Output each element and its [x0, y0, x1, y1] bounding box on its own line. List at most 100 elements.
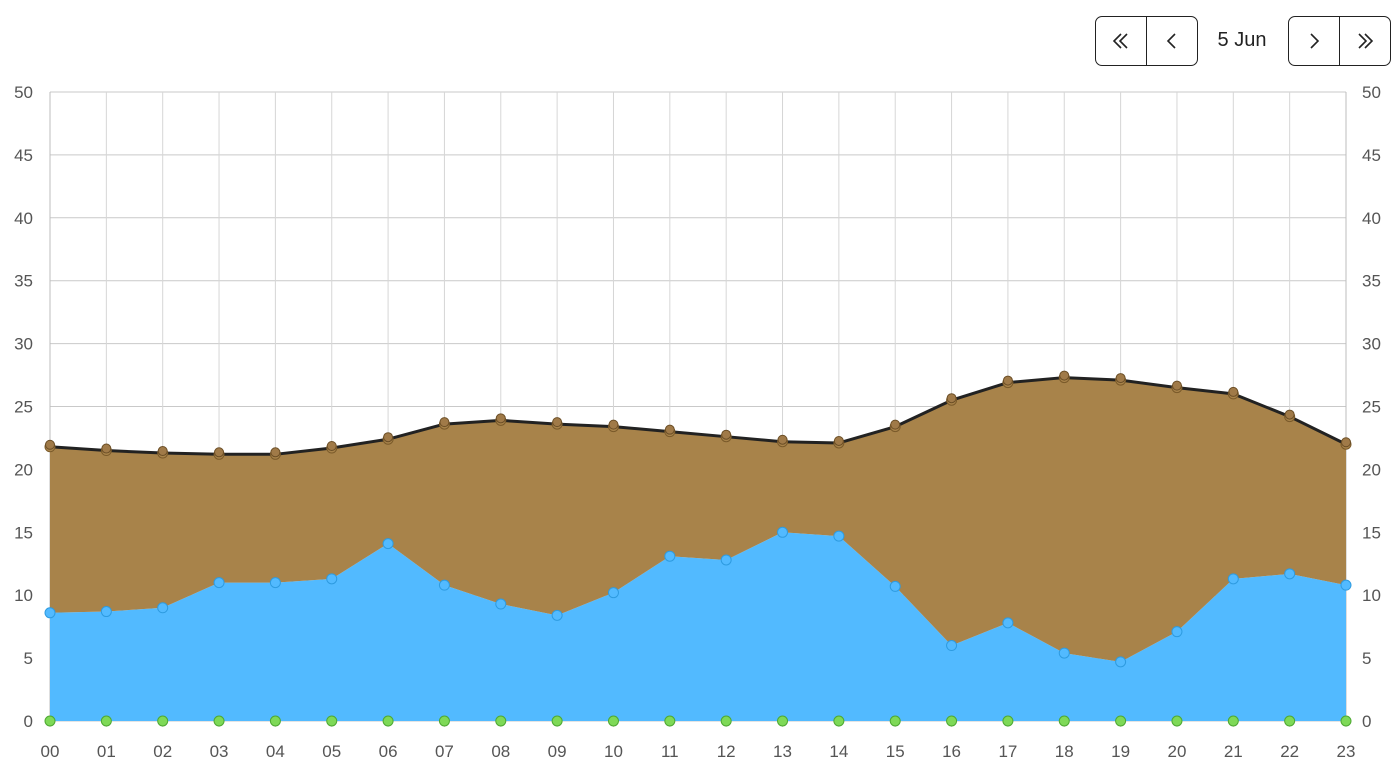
x-tick-label: 12 — [717, 742, 736, 761]
data-point-total — [664, 424, 675, 435]
x-tick-label: 09 — [548, 742, 567, 761]
data-point-series-0 — [1115, 715, 1127, 727]
first-day-button[interactable] — [1096, 17, 1146, 65]
x-tick-label: 23 — [1337, 742, 1356, 761]
data-point-series-0 — [833, 715, 845, 727]
data-point-series-1 — [1284, 568, 1296, 580]
y-tick-label-left: 15 — [14, 523, 33, 542]
x-tick-label: 22 — [1280, 742, 1299, 761]
data-point-series-1 — [1058, 647, 1070, 659]
back-button-group — [1095, 16, 1198, 66]
y-tick-label-left: 35 — [14, 272, 33, 291]
data-point-series-1 — [213, 577, 225, 589]
data-point-series-1 — [833, 530, 845, 542]
data-point-series-0 — [1171, 715, 1183, 727]
data-point-total — [1002, 375, 1013, 386]
data-point-total — [552, 417, 563, 428]
data-point-series-1 — [889, 580, 901, 592]
data-point-total — [383, 432, 394, 443]
area-series-1 — [50, 532, 1346, 721]
y-tick-label-left: 10 — [14, 586, 33, 605]
data-point-series-1 — [382, 538, 394, 550]
data-point-series-0 — [551, 715, 563, 727]
x-tick-label: 21 — [1224, 742, 1243, 761]
data-point-series-0 — [777, 715, 789, 727]
data-point-series-0 — [100, 715, 112, 727]
data-point-series-1 — [157, 602, 169, 614]
data-point-series-1 — [1340, 579, 1352, 591]
next-day-button[interactable] — [1289, 17, 1339, 65]
data-point-total — [439, 417, 450, 428]
y-tick-label-right: 35 — [1362, 272, 1381, 291]
data-point-series-0 — [1227, 715, 1239, 727]
double-chevron-left-icon — [1112, 33, 1128, 49]
data-point-series-1 — [664, 550, 676, 562]
data-point-series-0 — [1058, 715, 1070, 727]
data-point-series-1 — [551, 609, 563, 621]
y-tick-label-left: 20 — [14, 460, 33, 479]
double-chevron-right-icon — [1358, 33, 1374, 49]
data-point-series-0 — [946, 715, 958, 727]
data-point-series-0 — [1284, 715, 1296, 727]
x-tick-label: 01 — [97, 742, 116, 761]
data-point-series-1 — [100, 606, 112, 618]
data-point-total — [833, 435, 844, 446]
y-tick-label-right: 45 — [1362, 146, 1381, 165]
data-point-series-1 — [438, 579, 450, 591]
y-tick-label-right: 0 — [1362, 712, 1371, 731]
y-tick-label-left: 25 — [14, 398, 33, 417]
data-point-series-0 — [157, 715, 169, 727]
data-point-series-1 — [777, 526, 789, 538]
y-tick-label-right: 50 — [1362, 83, 1381, 102]
data-point-total — [495, 413, 506, 424]
y-tick-label-right: 10 — [1362, 586, 1381, 605]
data-point-series-1 — [720, 554, 732, 566]
data-point-total — [608, 419, 619, 430]
data-point-series-0 — [382, 715, 394, 727]
data-point-total — [157, 446, 168, 457]
data-point-total — [1341, 437, 1351, 448]
data-point-series-0 — [1340, 715, 1352, 727]
data-point-series-1 — [946, 640, 958, 652]
total-line — [49, 376, 1347, 456]
data-point-total — [45, 439, 55, 450]
data-point-total — [1284, 409, 1295, 420]
y-tick-label-right: 25 — [1362, 398, 1381, 417]
data-point-series-0 — [889, 715, 901, 727]
data-point-total — [214, 447, 225, 458]
data-point-series-0 — [664, 715, 676, 727]
y-tick-label-left: 45 — [14, 146, 33, 165]
x-tick-label: 03 — [210, 742, 229, 761]
y-tick-label-left: 30 — [14, 335, 33, 354]
y-tick-label-right: 30 — [1362, 335, 1381, 354]
y-tick-label-left: 5 — [24, 649, 33, 668]
y-tick-label-right: 40 — [1362, 209, 1381, 228]
previous-day-button[interactable] — [1146, 17, 1197, 65]
last-day-button[interactable] — [1339, 17, 1390, 65]
current-date-label: 5 Jun — [1217, 29, 1267, 51]
chevron-right-icon — [1310, 33, 1320, 49]
x-tick-label: 06 — [379, 742, 398, 761]
x-tick-label: 13 — [773, 742, 792, 761]
data-point-total — [101, 443, 112, 454]
data-point-total — [326, 441, 337, 452]
y-tick-label-left: 0 — [24, 712, 33, 731]
data-point-series-0 — [326, 715, 338, 727]
data-point-total — [890, 419, 901, 430]
x-tick-label: 16 — [942, 742, 961, 761]
data-point-total — [777, 434, 788, 445]
data-point-total — [1171, 380, 1182, 391]
data-point-total — [1115, 373, 1126, 384]
forward-button-group — [1288, 16, 1391, 66]
data-point-total — [721, 429, 732, 440]
data-point-series-1 — [607, 587, 619, 599]
area-series-2 — [50, 377, 1346, 662]
data-point-total — [946, 393, 957, 404]
data-point-series-1 — [495, 598, 507, 610]
data-point-series-1 — [44, 607, 56, 619]
data-point-series-1 — [1171, 626, 1183, 638]
data-point-series-0 — [438, 715, 450, 727]
data-point-total — [1228, 386, 1239, 397]
data-point-series-0 — [269, 715, 281, 727]
data-point-series-1 — [1227, 573, 1239, 585]
